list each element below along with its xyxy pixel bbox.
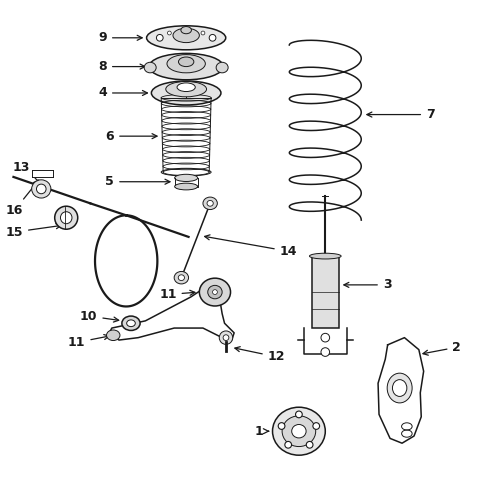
- Ellipse shape: [199, 278, 230, 306]
- Ellipse shape: [181, 27, 191, 34]
- Ellipse shape: [386, 373, 411, 403]
- Ellipse shape: [36, 184, 46, 194]
- Ellipse shape: [149, 53, 223, 80]
- Ellipse shape: [106, 330, 120, 341]
- Ellipse shape: [207, 201, 213, 206]
- Ellipse shape: [272, 407, 325, 455]
- Ellipse shape: [282, 416, 315, 447]
- Text: 15: 15: [5, 224, 61, 239]
- Ellipse shape: [121, 316, 140, 330]
- Text: 8: 8: [98, 60, 145, 73]
- Ellipse shape: [392, 380, 406, 396]
- Ellipse shape: [223, 335, 228, 341]
- Ellipse shape: [177, 83, 195, 92]
- Ellipse shape: [207, 285, 222, 299]
- Text: 4: 4: [98, 86, 147, 100]
- Circle shape: [305, 441, 312, 448]
- Ellipse shape: [55, 206, 77, 229]
- Circle shape: [284, 441, 291, 448]
- Circle shape: [295, 411, 302, 418]
- Ellipse shape: [178, 275, 184, 281]
- Text: 6: 6: [106, 130, 157, 142]
- Circle shape: [209, 35, 215, 41]
- Ellipse shape: [202, 197, 217, 210]
- Ellipse shape: [31, 180, 51, 198]
- Circle shape: [320, 348, 329, 356]
- Text: 2: 2: [422, 341, 460, 355]
- Ellipse shape: [178, 57, 194, 67]
- Circle shape: [320, 333, 329, 342]
- Ellipse shape: [216, 62, 227, 73]
- Text: 10: 10: [80, 310, 119, 322]
- Ellipse shape: [151, 81, 221, 105]
- Text: 7: 7: [366, 108, 434, 121]
- Ellipse shape: [174, 272, 188, 284]
- Text: 5: 5: [105, 175, 169, 188]
- Circle shape: [201, 31, 204, 35]
- Text: 16: 16: [6, 180, 39, 217]
- Text: 3: 3: [343, 279, 391, 291]
- Text: 14: 14: [204, 235, 297, 258]
- Ellipse shape: [219, 331, 232, 345]
- Ellipse shape: [60, 211, 72, 224]
- Ellipse shape: [166, 55, 205, 73]
- Ellipse shape: [291, 424, 305, 438]
- Text: 13: 13: [13, 161, 46, 187]
- Text: 11: 11: [159, 288, 195, 301]
- Circle shape: [278, 423, 284, 429]
- Ellipse shape: [174, 175, 197, 181]
- Ellipse shape: [166, 81, 206, 97]
- Text: 11: 11: [68, 335, 109, 349]
- Text: 1: 1: [254, 424, 268, 438]
- Circle shape: [312, 423, 319, 429]
- Ellipse shape: [126, 320, 135, 327]
- Ellipse shape: [146, 26, 225, 50]
- Ellipse shape: [144, 62, 156, 73]
- Ellipse shape: [212, 290, 217, 294]
- Ellipse shape: [173, 28, 199, 42]
- Circle shape: [156, 35, 163, 41]
- Ellipse shape: [174, 183, 197, 190]
- Circle shape: [167, 31, 171, 35]
- Text: 9: 9: [98, 32, 142, 44]
- Text: 12: 12: [234, 347, 285, 363]
- Ellipse shape: [309, 253, 340, 259]
- Bar: [311, 256, 338, 328]
